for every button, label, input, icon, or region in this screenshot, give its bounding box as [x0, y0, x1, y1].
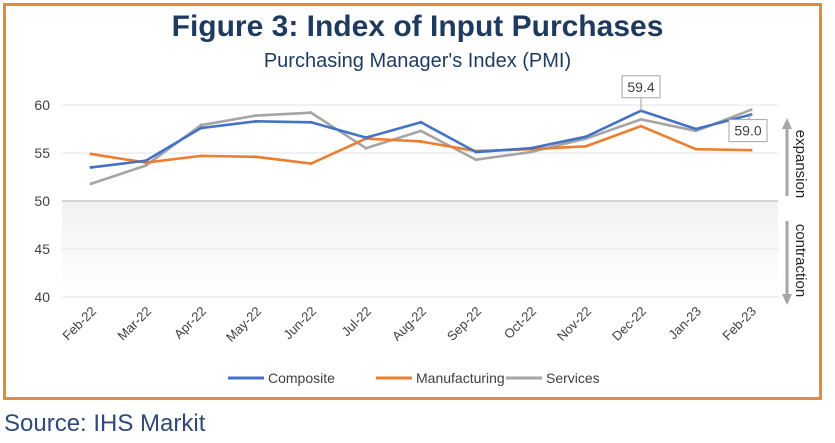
x-tick-label: Oct-22 [501, 304, 539, 342]
x-tick-label: Aug-22 [389, 304, 429, 344]
callout-leader [747, 114, 752, 120]
data-point-services [639, 117, 643, 121]
data-point-manufacturing [89, 152, 93, 156]
data-point-services [89, 182, 93, 186]
data-point-composite [89, 165, 93, 169]
data-point-manufacturing [584, 144, 588, 148]
data-point-manufacturing [639, 124, 643, 128]
callout-label: 59.0 [734, 123, 761, 139]
x-tick-label: Jun-22 [280, 304, 319, 343]
expansion-label: expansion [792, 130, 809, 198]
data-point-manufacturing [694, 147, 698, 151]
data-point-composite [199, 126, 203, 130]
legend: Composite Manufacturing Services [228, 370, 600, 386]
x-tick-label: Feb-23 [719, 304, 759, 344]
data-point-services [474, 158, 478, 162]
data-point-manufacturing [749, 148, 753, 152]
data-point-manufacturing [309, 162, 313, 166]
series-layer [89, 108, 753, 186]
x-tick-label: Jan-23 [665, 304, 704, 343]
data-point-services [749, 108, 753, 112]
line-chart: 40 45 50 55 60 Feb-22 Mar-22 Apr-22 May-22 Jun-2… [34, 75, 809, 386]
data-point-composite [419, 120, 423, 124]
y-tick-label: 45 [34, 241, 50, 257]
x-tick-label: Dec-22 [609, 304, 649, 344]
expansion-arrow-head [782, 118, 792, 129]
data-point-composite [144, 159, 148, 163]
data-point-composite [309, 120, 313, 124]
source-note: Source: IHS Markit [4, 410, 206, 437]
data-point-services [254, 114, 258, 118]
data-point-manufacturing [199, 154, 203, 158]
y-axis-ticks: 40 45 50 55 60 [34, 97, 50, 305]
legend-label-services: Services [546, 370, 600, 386]
data-point-services [309, 111, 313, 115]
x-tick-label: Feb-22 [59, 304, 99, 344]
x-tick-label: Nov-22 [554, 304, 594, 344]
data-point-composite [529, 146, 533, 150]
x-tick-label: Sep-22 [444, 304, 484, 344]
chart-title: Figure 3: Index of Input Purchases [171, 10, 664, 43]
data-point-composite [254, 119, 258, 123]
data-point-services [364, 146, 368, 150]
y-tick-label: 40 [34, 289, 50, 305]
contraction-label: contraction [792, 224, 809, 297]
callout-label: 59.4 [627, 79, 654, 95]
callout-box [621, 75, 661, 99]
data-point-composite [584, 135, 588, 139]
zone-indicators: expansion contraction [782, 118, 809, 305]
y-tick-label: 55 [34, 145, 50, 161]
callout-layer: 59.4 59.0 [621, 75, 768, 143]
data-point-composite [694, 127, 698, 131]
x-tick-label: May-22 [223, 304, 264, 345]
data-point-services [419, 129, 423, 133]
data-point-composite [474, 150, 478, 154]
chart-subtitle: Purchasing Manager's Index (PMI) [263, 50, 572, 72]
y-tick-label: 50 [34, 193, 50, 209]
series-line-composite [89, 109, 753, 169]
data-point-services [529, 150, 533, 154]
contraction-arrow-head [782, 294, 792, 305]
x-tick-label: Jul-22 [338, 304, 374, 340]
legend-label-composite: Composite [268, 370, 335, 386]
data-point-manufacturing [419, 139, 423, 143]
data-point-services [144, 163, 148, 167]
x-axis-ticks: Feb-22 Mar-22 Apr-22 May-22 Jun-22 Jul-22 Aug-… [59, 304, 759, 345]
data-point-services [199, 123, 203, 127]
x-tick-label: Mar-22 [114, 304, 154, 344]
legend-label-manufacturing: Manufacturing [416, 370, 505, 386]
data-point-manufacturing [254, 155, 258, 159]
callout-box [728, 119, 768, 143]
gridlines [62, 104, 778, 298]
y-tick-label: 60 [34, 97, 50, 113]
data-point-composite [364, 136, 368, 140]
x-tick-label: Apr-22 [171, 304, 209, 342]
